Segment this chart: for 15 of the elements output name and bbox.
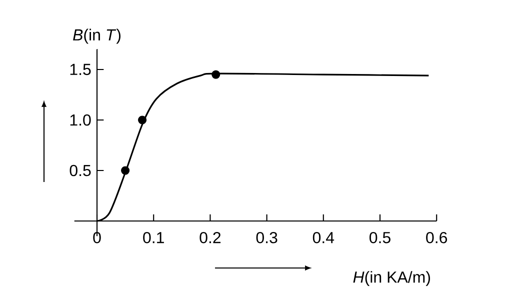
point	[212, 70, 220, 79]
x-tick-label: 0.3	[256, 232, 278, 244]
x-tick-label: 0.2	[200, 232, 221, 244]
y-tick-label: 0.5	[70, 164, 91, 176]
x-tick-label: 0.1	[143, 232, 164, 244]
point	[121, 166, 130, 175]
y-axis-title: B(in T)	[73, 28, 120, 44]
x-tick-label: 0.6	[426, 232, 448, 244]
x-axis-title: H(in KA/m)	[353, 271, 430, 286]
x-tick-label: 0	[93, 232, 101, 244]
x-tick-label: 0.5	[370, 232, 390, 244]
x-tick-label: 0.4	[312, 232, 334, 244]
point	[138, 116, 147, 124]
y-tick-label: 1.0	[70, 114, 91, 126]
y-tick-label: 1.5	[70, 64, 91, 76]
